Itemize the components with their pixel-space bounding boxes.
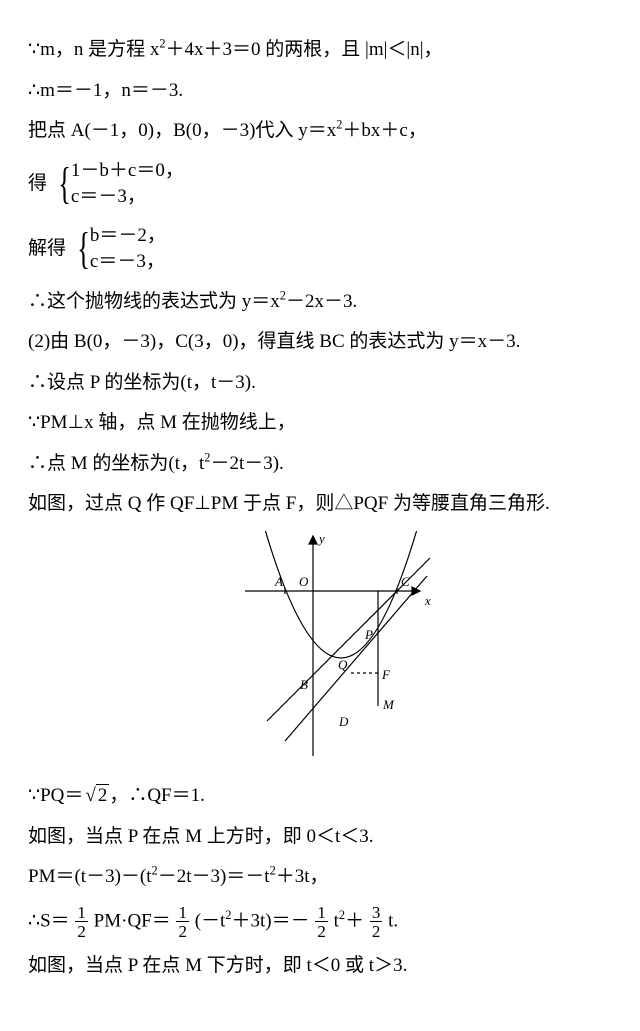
line-10: ∴点 M 的坐标为(t，t2－2t－3). — [28, 450, 612, 479]
line-16: 如图，当点 P 在点 M 下方时，即 t＜0 或 t＞3. — [28, 952, 612, 981]
text: ∴这个抛物线的表达式为 y＝x — [28, 291, 280, 312]
line-11: 如图，过点 Q 作 QF⊥PM 于点 F，则△PQF 为等腰直角三角形. — [28, 490, 612, 519]
text: 如图，当点 P 在点 M 上方时，即 0＜t＜3. — [28, 826, 374, 847]
eq: 1－b＋c＝0， — [71, 158, 184, 185]
text: t. — [388, 910, 398, 931]
figure: y x A O C P Q F B M D — [28, 531, 612, 771]
text: (－t — [195, 910, 226, 931]
frac-1-2: 12 — [176, 904, 189, 940]
eq: c＝－3， — [71, 184, 184, 211]
text: ∵m，n 是方程 x — [28, 39, 159, 60]
eq: c＝－3， — [90, 249, 166, 276]
text: ＋3t)＝－ — [232, 910, 310, 931]
text: 如图，当点 P 在点 M 下方时，即 t＜0 或 t＞3. — [28, 955, 407, 976]
axis-x-label: x — [424, 593, 431, 608]
pt-c: C — [401, 574, 410, 589]
text: ∴设点 P 的坐标为(t，t－3). — [28, 372, 256, 393]
frac-1-2: 12 — [75, 904, 88, 940]
line-3: 把点 A(－1，0)，B(0，－3)代入 y＝x2＋bx＋c， — [28, 117, 612, 146]
pt-o: O — [299, 574, 309, 589]
text: PM＝(t－3)－(t — [28, 866, 152, 887]
text: ∴m＝－1，n＝－3. — [28, 80, 183, 101]
eq: b＝－2， — [90, 223, 166, 250]
brace-system-1: { 1－b＋c＝0， c＝－3， — [54, 158, 184, 211]
lead: 解得 — [28, 238, 66, 259]
line-9: ∵PM⊥x 轴，点 M 在抛物线上， — [28, 409, 612, 438]
lead: 得 — [28, 172, 47, 193]
parabola-diagram: y x A O C P Q F B M D — [205, 531, 435, 761]
text: ，∴QF＝1. — [109, 785, 205, 806]
line-6: ∴这个抛物线的表达式为 y＝x2－2x－3. — [28, 288, 612, 317]
line-2: ∴m＝－1，n＝－3. — [28, 77, 612, 106]
pt-q: Q — [338, 657, 348, 672]
line-13: 如图，当点 P 在点 M 上方时，即 0＜t＜3. — [28, 823, 612, 852]
text: 把点 A(－1，0)，B(0，－3)代入 y＝x — [28, 120, 336, 141]
text: ∵PQ＝ — [28, 785, 83, 806]
brace-system-2: { b＝－2， c＝－3， — [73, 223, 166, 276]
pt-a: A — [274, 574, 283, 589]
text: ∴S＝ — [28, 910, 70, 931]
text: ＋ — [345, 910, 364, 931]
axis-y-label: y — [317, 531, 325, 546]
pt-d: D — [338, 714, 349, 729]
line-5: 解得 { b＝－2， c＝－3， — [28, 223, 612, 276]
text: PM·QF＝ — [94, 910, 171, 931]
line-14: PM＝(t－3)－(t2－2t－3)＝－t2＋3t， — [28, 863, 612, 892]
text: ＋3t， — [276, 866, 329, 887]
left-brace-icon: { — [77, 229, 90, 269]
text: ∴点 M 的坐标为(t，t — [28, 453, 204, 474]
text: ＋4x＋3＝0 的两根，且 |m|＜|n|， — [166, 39, 443, 60]
text: －2t－3). — [210, 453, 283, 474]
text: －2t－3)＝－t — [158, 866, 270, 887]
line-7: (2)由 B(0，－3)，C(3，0)，得直线 BC 的表达式为 y＝x－3. — [28, 328, 612, 357]
text: 如图，过点 Q 作 QF⊥PM 于点 F，则△PQF 为等腰直角三角形. — [28, 493, 550, 514]
pt-f: F — [381, 667, 391, 682]
frac-1-2: 12 — [315, 904, 328, 940]
text: ∵PM⊥x 轴，点 M 在抛物线上， — [28, 412, 296, 433]
pt-m: M — [382, 697, 395, 712]
text: (2)由 B(0，－3)，C(3，0)，得直线 BC 的表达式为 y＝x－3. — [28, 331, 520, 352]
left-brace-icon: { — [58, 164, 71, 204]
line-8: ∴设点 P 的坐标为(t，t－3). — [28, 369, 612, 398]
sqrt-icon: 2 — [83, 782, 109, 811]
line-4: 得 { 1－b＋c＝0， c＝－3， — [28, 158, 612, 211]
line-15: ∴S＝ 12 PM·QF＝ 12 (－t2＋3t)＝－ 12 t2＋ 32 t. — [28, 904, 612, 940]
pt-p: P — [364, 627, 373, 642]
text: －2x－3. — [286, 291, 357, 312]
text: ＋bx＋c， — [342, 120, 426, 141]
line-12: ∵PQ＝2，∴QF＝1. — [28, 782, 612, 811]
frac-3-2: 32 — [370, 904, 383, 940]
pt-b: B — [300, 677, 308, 692]
line-1: ∵m，n 是方程 x2＋4x＋3＝0 的两根，且 |m|＜|n|， — [28, 36, 612, 65]
